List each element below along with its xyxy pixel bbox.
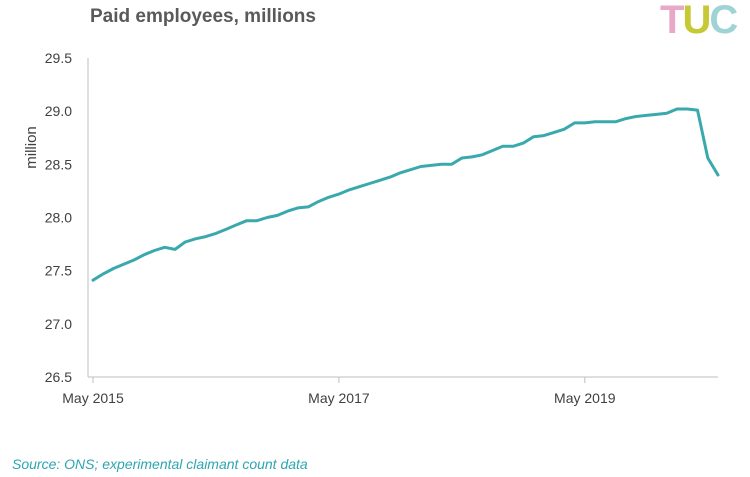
y-tick-label: 28.5 <box>45 156 72 172</box>
chart-series <box>91 107 720 282</box>
y-tick-label: 27.5 <box>45 263 72 279</box>
x-tick-label: May 2015 <box>62 390 124 406</box>
logo-letter-t: T <box>660 0 684 42</box>
x-tick-label: May 2019 <box>554 390 616 406</box>
y-tick-label: 26.5 <box>45 369 72 385</box>
y-tick-label: 29.5 <box>45 50 72 66</box>
y-tick-label: 27.0 <box>45 316 72 332</box>
x-tick-label: May 2017 <box>308 390 370 406</box>
chart-title: Paid employees, millions <box>90 6 316 27</box>
x-tick-labels: May 2015 May 2017 May 2019 <box>62 377 616 406</box>
y-tick-label: 29.0 <box>45 103 72 119</box>
chart-axes <box>87 58 718 378</box>
tuc-logo: TUC <box>660 0 738 42</box>
logo-letter-c: C <box>709 0 738 42</box>
y-tick-label: 28.0 <box>45 210 72 226</box>
series-line <box>91 107 720 282</box>
source-note: Source: ONS; experimental claimant count… <box>12 456 308 472</box>
y-axis-title: million <box>23 126 40 169</box>
y-tick-labels: 26.5 27.0 27.5 28.0 28.5 29.0 29.5 <box>45 50 72 385</box>
logo-letter-u: U <box>682 0 711 42</box>
